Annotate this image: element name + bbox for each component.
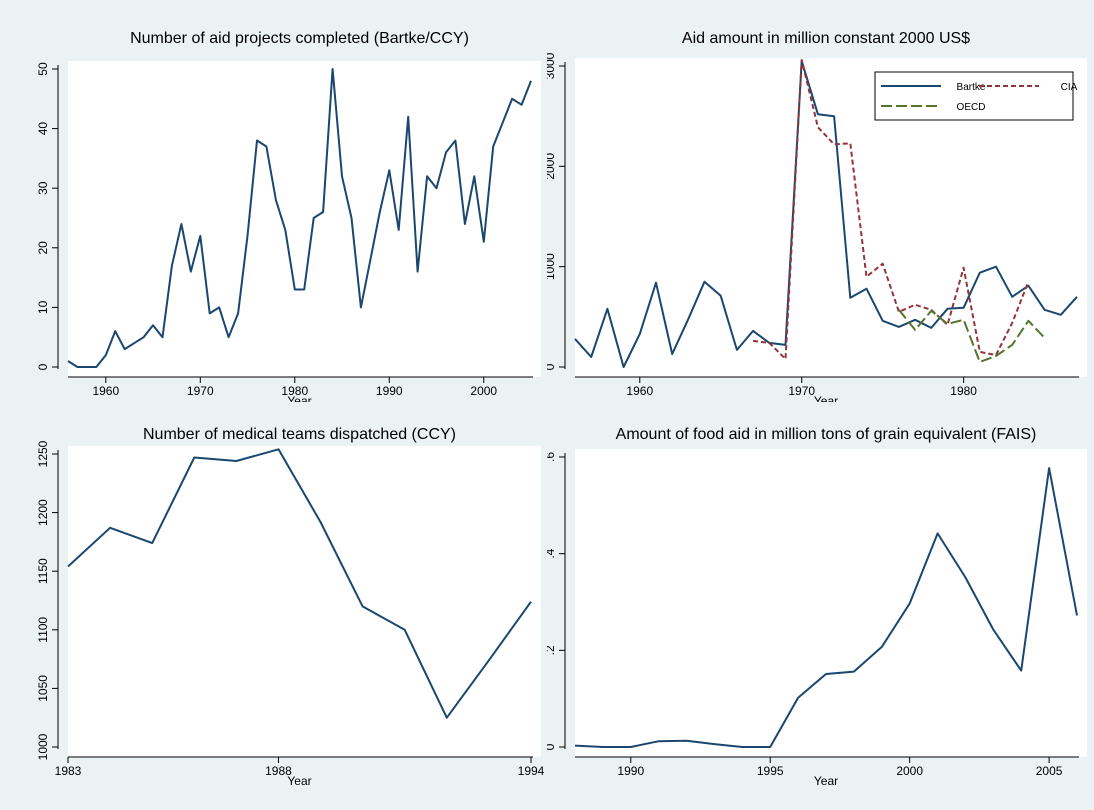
x-axis-label: Year	[287, 774, 311, 788]
y-tick-label: 1000	[547, 253, 557, 280]
series-line-main	[67, 68, 532, 368]
x-axis-label: Year	[814, 774, 838, 788]
y-tick-label: 10	[36, 300, 50, 314]
legend-label: Bartke	[957, 82, 986, 93]
chart-svg: Amount of food aid in million tons of gr…	[543, 426, 1087, 788]
series-line-main	[574, 467, 1078, 748]
y-tick-label: 1050	[36, 675, 50, 702]
x-tick-label: 1970	[788, 384, 815, 398]
series-line-main	[67, 448, 532, 719]
x-tick-label: 1980	[950, 384, 977, 398]
plot-area	[68, 446, 541, 757]
y-tick-label: 1200	[36, 499, 50, 526]
chart-title: Aid amount in million constant 2000 US$	[682, 30, 970, 47]
y-tick-label: .2	[547, 645, 557, 655]
legend-label: OECD	[957, 102, 986, 113]
y-tick-label: 0	[547, 743, 557, 750]
chart-medical-teams: Number of medical teams dispatched (CCY)…	[0, 402, 547, 805]
x-tick-label: 1980	[281, 384, 308, 398]
x-tick-label: 1994	[518, 764, 545, 778]
plot-area	[575, 449, 1087, 757]
chart-aid-projects: Number of aid projects completed (Bartke…	[0, 0, 547, 408]
x-axis-label: Year	[287, 394, 311, 402]
chart-aid-amount: Aid amount in million constant 2000 US$ 1…	[543, 0, 1094, 408]
y-tick-label: 1100	[36, 617, 50, 643]
x-tick-label: 1970	[187, 384, 214, 398]
chart-svg: Number of medical teams dispatched (CCY)…	[36, 426, 545, 788]
y-tick-label: .4	[547, 548, 557, 558]
y-tick-label: 20	[36, 241, 50, 255]
x-tick-label: 2000	[470, 384, 497, 398]
chart-title: Number of aid projects completed (Bartke…	[130, 30, 469, 47]
y-tick-label: 0	[547, 363, 557, 370]
x-tick-label: 1988	[265, 764, 292, 778]
y-tick-label: 3000	[547, 52, 557, 79]
y-tick-label: 1150	[36, 558, 50, 584]
x-tick-label: 1983	[55, 764, 82, 778]
series-line-bartke	[574, 60, 1078, 368]
y-tick-label: 40	[36, 122, 50, 136]
x-tick-label: 1960	[626, 384, 653, 398]
y-tick-label: 1000	[36, 733, 50, 760]
y-tick-label: 2000	[547, 153, 557, 180]
chart-svg: Aid amount in million constant 2000 US$ 1…	[543, 30, 1087, 408]
y-tick-label: .6	[547, 452, 557, 462]
x-tick-label: 1995	[757, 764, 784, 778]
x-tick-label: 1990	[617, 764, 644, 778]
chart-food-aid: Amount of food aid in million tons of gr…	[543, 402, 1094, 805]
legend: Bartke CIA OECD	[874, 71, 1078, 121]
chart-title: Number of medical teams dispatched (CCY)	[143, 426, 456, 443]
series-line-cia	[752, 59, 1030, 360]
chart-svg: Number of aid projects completed (Bartke…	[36, 30, 541, 408]
y-tick-label: 1250	[36, 440, 50, 467]
x-tick-label: 2000	[896, 764, 923, 778]
x-tick-label: 1960	[92, 384, 119, 398]
y-tick-label: 0	[36, 363, 50, 370]
chart-title: Amount of food aid in million tons of gr…	[616, 426, 1037, 443]
y-tick-label: 30	[36, 181, 50, 195]
series-line-oecd	[898, 309, 1046, 363]
x-tick-label: 2005	[1036, 764, 1063, 778]
x-axis-label: Year	[814, 394, 838, 402]
x-tick-label: 1990	[376, 384, 403, 398]
plot-area	[68, 61, 541, 377]
legend-label: CIA	[1061, 82, 1078, 93]
y-tick-label: 50	[36, 62, 50, 76]
